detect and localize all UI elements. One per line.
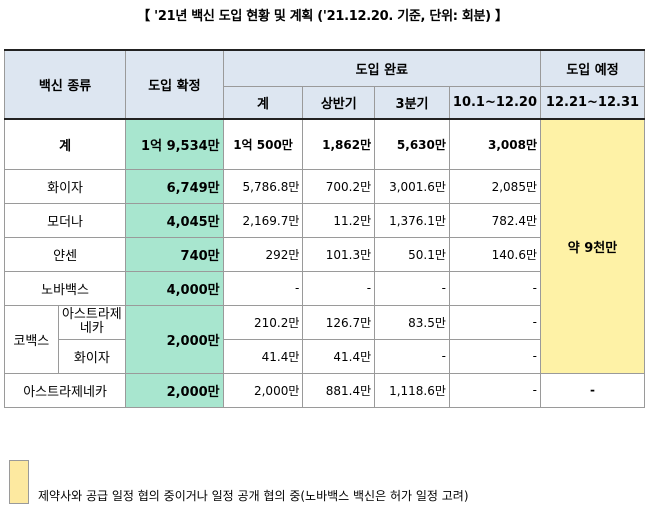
janssen-q3: 50.1만 (374, 236, 450, 272)
row-label-astrazeneca: 아스트라제네카 (3, 372, 127, 408)
novavax-q3: - (374, 270, 450, 306)
covax-pfizer-q4: - (448, 338, 542, 374)
row-label-covax-az: 아스트라제네카 (57, 304, 127, 340)
header-completed: 도입 완료 (222, 49, 542, 87)
covax-confirmed: 2,000만 (125, 304, 224, 374)
covax-az-h1: 126.7만 (302, 304, 376, 340)
janssen-h1: 101.3만 (302, 236, 376, 272)
astrazeneca-q4: - (448, 372, 542, 408)
covax-pfizer-h1: 41.4만 (302, 338, 376, 374)
pfizer-confirmed: 6,749만 (125, 168, 224, 204)
pfizer-q3: 3,001.6만 (374, 168, 450, 204)
total-h1: 1,862만 (302, 118, 376, 170)
pfizer-sum: 5,786.8만 (222, 168, 304, 204)
astrazeneca-h1: 881.4만 (302, 372, 376, 408)
subheader-h1: 상반기 (302, 85, 376, 120)
total-sum: 1억 500만 (222, 118, 304, 170)
covax-pfizer-sum: 41.4만 (222, 338, 304, 374)
legend-text: 제약사와 공급 일정 협의 중이거나 일정 공개 협의 중(노바백스 백신은 허… (38, 489, 469, 503)
header-vaccine-type: 백신 종류 (3, 49, 127, 120)
astrazeneca-scheduled: - (540, 372, 645, 408)
row-label-covax: 코백스 (4, 304, 59, 374)
legend-swatch (9, 460, 29, 504)
table-row: 아스트라제네카 2,000만 2,000만 881.4만 1,118.6만 - … (3, 372, 645, 408)
astrazeneca-confirmed: 2,000만 (125, 372, 224, 408)
subheader-q3: 3분기 (374, 85, 450, 120)
total-q4: 3,008만 (448, 118, 542, 170)
moderna-q4: 782.4만 (448, 202, 542, 238)
table-row: 모더나 4,045만 2,169.7만 11.2만 1,376.1만 782.4… (3, 202, 645, 238)
scheduled-merged: 약 9천만 (540, 118, 645, 374)
row-label-covax-pfizer: 화이자 (57, 338, 127, 374)
novavax-sum: - (222, 270, 304, 306)
moderna-confirmed: 4,045만 (125, 202, 224, 238)
novavax-confirmed: 4,000만 (125, 270, 224, 306)
table-row: 계 1억 9,534만 1억 500만 1,862만 5,630만 3,008만… (3, 118, 645, 374)
covax-pfizer-q3: - (374, 338, 450, 374)
row-label-total: 계 (3, 118, 127, 170)
subheader-q4: 10.1~12.20 (448, 85, 542, 120)
row-label-novavax: 노바백스 (3, 270, 127, 306)
janssen-q4: 140.6만 (448, 236, 542, 272)
table-row: 코백스 아스트라제네카 2,000만 210.2만 126.7만 83.5만 - (4, 304, 645, 374)
row-label-pfizer: 화이자 (3, 168, 127, 204)
pfizer-q4: 2,085만 (448, 168, 542, 204)
row-label-janssen: 얀센 (3, 236, 127, 272)
moderna-sum: 2,169.7만 (222, 202, 304, 238)
astrazeneca-q3: 1,118.6만 (374, 372, 450, 408)
covax-az-q3: 83.5만 (374, 304, 450, 340)
header-scheduled: 도입 예정 (540, 49, 645, 87)
total-q3: 5,630만 (374, 118, 450, 170)
janssen-confirmed: 740만 (125, 236, 224, 272)
table-row: 얀센 740만 292만 101.3만 50.1만 140.6만 (3, 236, 645, 272)
subheader-scheduled-period: 12.21~12.31 (540, 85, 645, 120)
pfizer-h1: 700.2만 (302, 168, 376, 204)
novavax-h1: - (302, 270, 376, 306)
covax-az-q4: - (448, 304, 542, 340)
total-confirmed: 1억 9,534만 (125, 118, 224, 170)
moderna-h1: 11.2만 (302, 202, 376, 238)
astrazeneca-sum: 2,000만 (222, 372, 304, 408)
header-confirmed: 도입 확정 (125, 49, 224, 120)
table-row: 노바백스 4,000만 - - - - (3, 270, 645, 306)
subheader-sum: 계 (222, 85, 304, 120)
vaccine-table: 백신 종류 도입 확정 도입 완료 도입 예정 계 상반기 3분기 10.1~1… (3, 49, 645, 408)
row-label-moderna: 모더나 (3, 202, 127, 238)
table-row: 화이자 6,749만 5,786.8만 700.2만 3,001.6만 2,08… (3, 168, 645, 204)
janssen-sum: 292만 (222, 236, 304, 272)
novavax-q4: - (448, 270, 542, 306)
covax-az-sum: 210.2만 (222, 304, 304, 340)
moderna-q3: 1,376.1만 (374, 202, 450, 238)
page-title: 【 '21년 백신 도입 현황 및 계획 ('21.12.20. 기준, 단위:… (137, 9, 508, 24)
